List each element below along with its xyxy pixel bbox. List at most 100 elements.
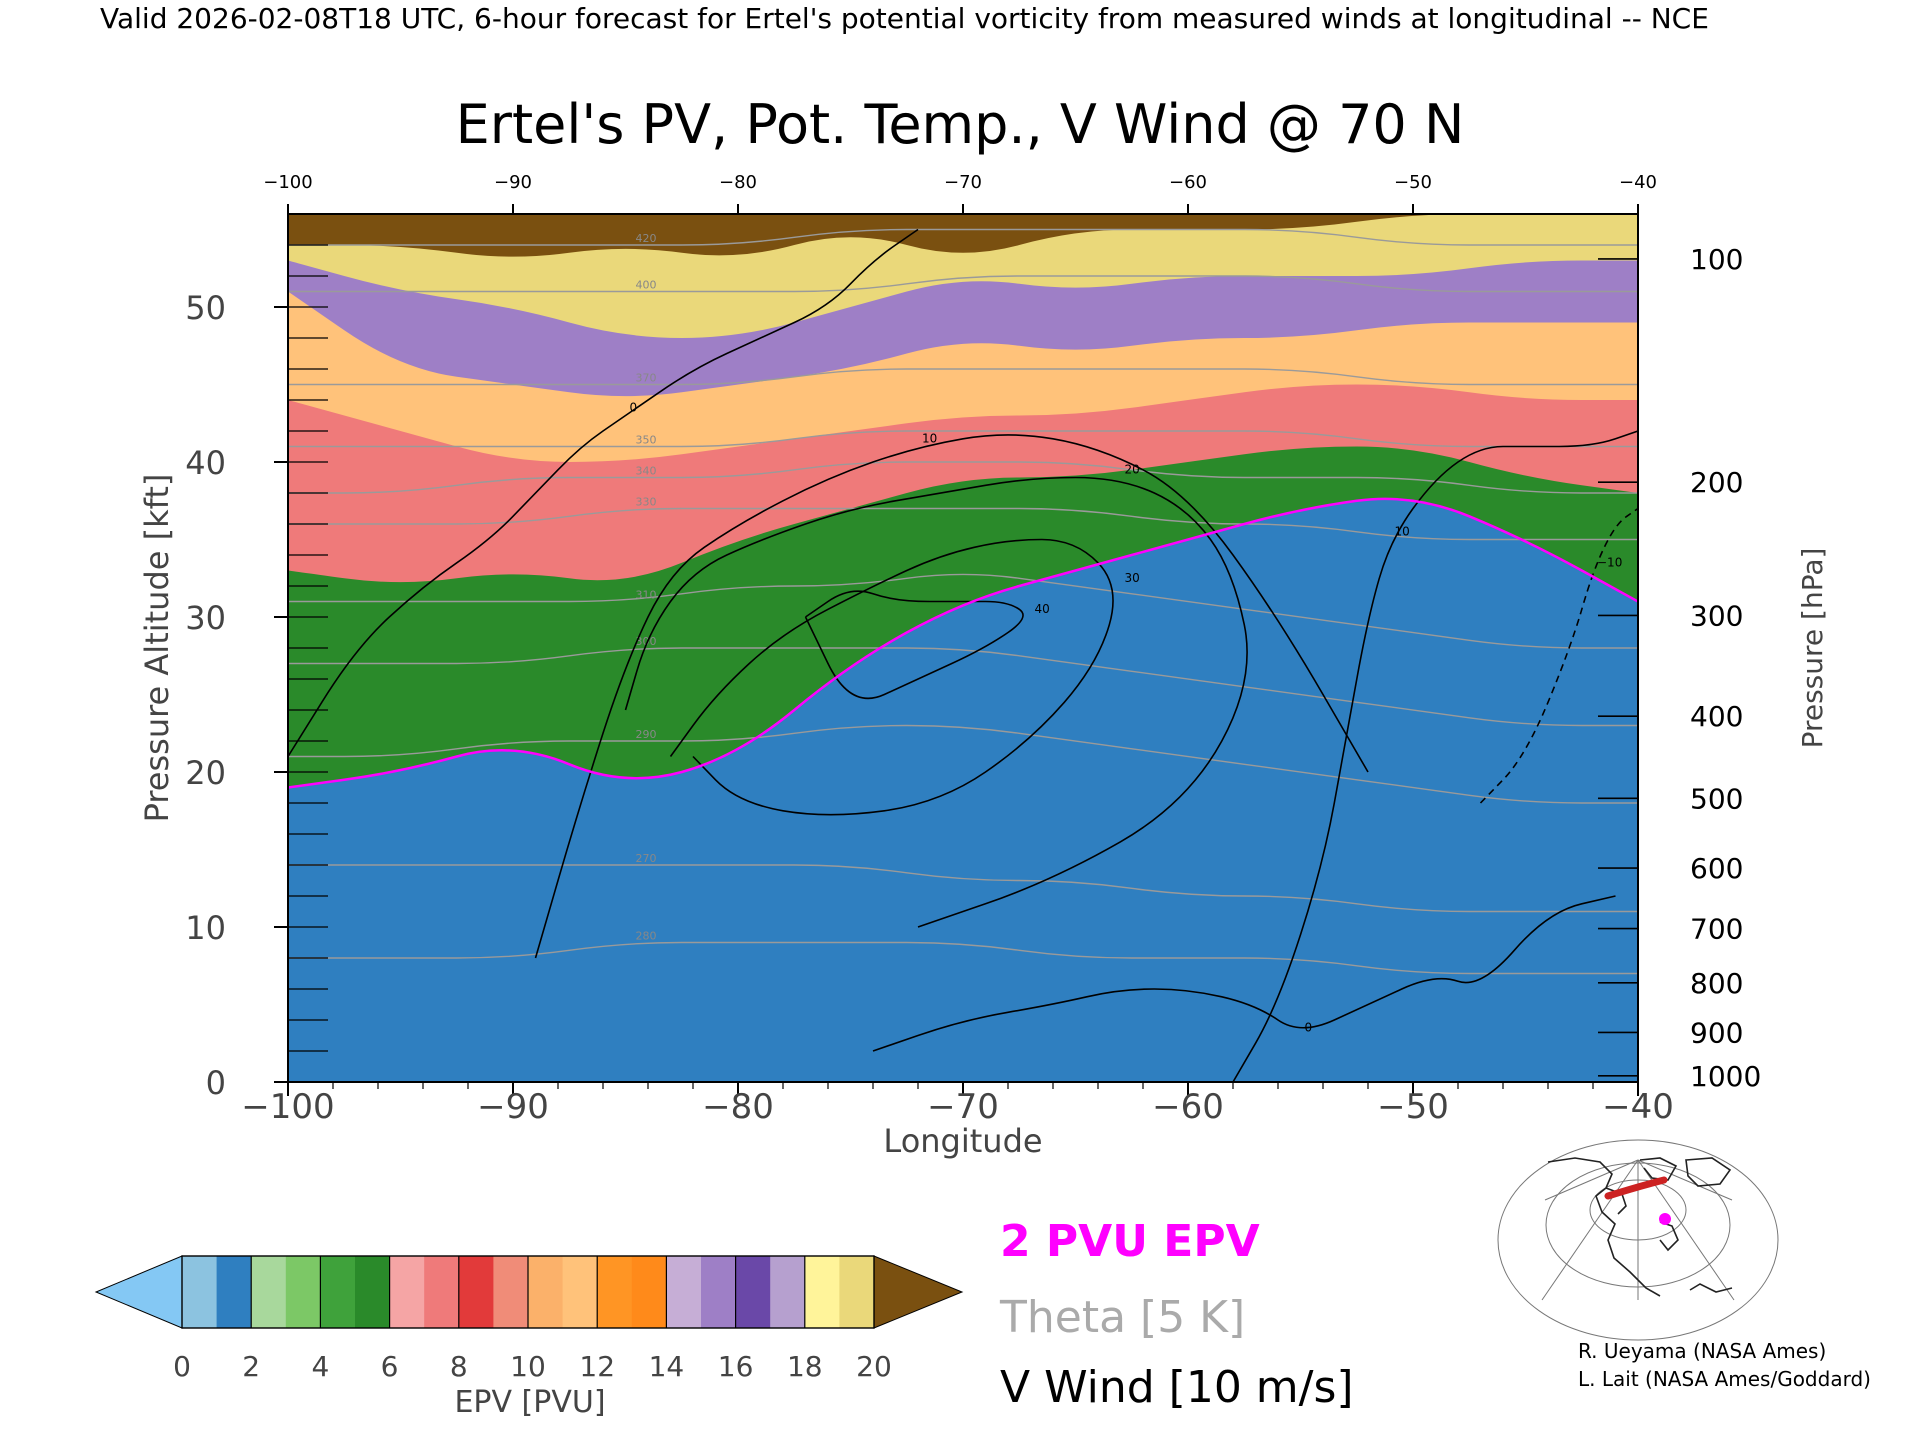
colorbar-above-arrow — [873, 1255, 964, 1329]
colorbar-tick-label: 20 — [856, 1350, 892, 1383]
wind-contour — [1232, 430, 1638, 1082]
x-tick-label: −90 — [477, 1087, 549, 1127]
credit-line-1: R. Ueyama (NASA Ames) — [1578, 1339, 1826, 1363]
y-tick-label: 0 — [206, 1064, 226, 1102]
wind-contour-label: 10 — [1395, 525, 1410, 539]
colorbar-tick-label: 10 — [510, 1350, 546, 1383]
wind-contour-label: 10 — [922, 432, 937, 446]
theta-contour — [288, 430, 1638, 448]
colorbar-tick-label: 16 — [718, 1350, 754, 1383]
wind-contour-label: 0 — [630, 401, 638, 415]
wind-contour-label: −10 — [1597, 556, 1622, 570]
colorbar-segment — [528, 1256, 564, 1328]
colorbar-tick-label: 0 — [173, 1350, 191, 1383]
colorbar-segment — [562, 1256, 598, 1328]
pressure-axis-label: Pressure [hPa] — [1796, 548, 1829, 749]
colorbar-tick-label: 8 — [450, 1350, 468, 1383]
x-tick-label: −50 — [1377, 1087, 1449, 1127]
colorbar-tick-label: 4 — [311, 1350, 329, 1383]
pressure-tick-label: 800 — [1690, 967, 1743, 1000]
theta-contour — [288, 461, 1638, 494]
y-axis-label: Pressure Altitude [kft] — [138, 474, 176, 823]
colorbar-segment — [631, 1256, 667, 1328]
theta-contour — [288, 724, 1638, 804]
theta-contour — [288, 647, 1638, 727]
y-tick-label: 10 — [185, 909, 226, 947]
colorbar-segment — [424, 1256, 460, 1328]
theta-contour — [288, 941, 1638, 975]
colorbar-segment — [770, 1256, 806, 1328]
colorbar-tick-label: 18 — [787, 1350, 823, 1383]
theta-contour-label: 330 — [636, 496, 657, 509]
x-top-tick-label: −60 — [1169, 172, 1207, 193]
colorbar-segment — [251, 1256, 287, 1328]
colorbar-segment — [597, 1256, 633, 1328]
y-tick-label: 30 — [185, 599, 226, 637]
colorbar-label: EPV [PVU] — [454, 1385, 605, 1420]
epv-colorbar: 0 2 4 6 8 10 12 14 16 18 20 — [94, 1255, 964, 1383]
wind-contour — [288, 228, 919, 757]
axis-layer: −100−100−90−90−80−80−70−70−60−60−50−50−4… — [185, 172, 1761, 1127]
map-location-dot — [1659, 1213, 1671, 1225]
colorbar-segment — [735, 1256, 771, 1328]
x-tick-label: −70 — [927, 1087, 999, 1127]
pressure-tick-label: 1000 — [1690, 1060, 1761, 1093]
epv-fill-layer — [288, 214, 1638, 1082]
wind-contour-layer: 0 10 20 30 40 10 0 −10 — [288, 228, 1638, 1082]
x-top-tick-label: −100 — [263, 172, 312, 193]
pressure-tick-label: 300 — [1690, 599, 1743, 632]
colorbar-segment — [285, 1256, 321, 1328]
pressure-tick-label: 900 — [1690, 1016, 1743, 1049]
x-top-tick-label: −70 — [944, 172, 982, 193]
colorbar-segment — [493, 1256, 529, 1328]
colorbar-segment — [804, 1256, 840, 1328]
theta-contour — [288, 275, 1638, 293]
legend-vwind: V Wind [10 m/s] — [1000, 1362, 1354, 1413]
wind-contour — [669, 538, 1114, 816]
pressure-tick-label: 400 — [1690, 700, 1743, 733]
theta-contour-label: 300 — [636, 635, 657, 648]
colorbar-segment — [182, 1256, 218, 1328]
colorbar-segment — [216, 1256, 252, 1328]
wind-contour — [804, 590, 1024, 700]
theta-contour-label: 270 — [636, 852, 657, 865]
colorbar-tick-label: 2 — [242, 1350, 260, 1383]
x-top-tick-label: −80 — [719, 172, 757, 193]
map-graticule-meridian — [1541, 1159, 1639, 1301]
theta-contour-label: 370 — [636, 372, 657, 385]
wind-contour-label: 30 — [1125, 571, 1140, 585]
colorbar-segment — [701, 1256, 737, 1328]
wind-contour — [624, 476, 1248, 928]
wind-contour-label: 0 — [1305, 1021, 1313, 1035]
colorbar-segment — [839, 1256, 875, 1328]
legend-theta: Theta [5 K] — [999, 1292, 1245, 1343]
colorbar-segment — [458, 1256, 494, 1328]
x-tick-label: −60 — [1152, 1087, 1224, 1127]
locator-map — [1497, 1139, 1779, 1341]
wind-contour-label: 40 — [1035, 602, 1050, 616]
pressure-tick-label: 100 — [1690, 243, 1743, 276]
chart-title: Ertel's PV, Pot. Temp., V Wind @ 70 N — [456, 93, 1465, 156]
map-coastline — [1547, 1157, 1733, 1297]
theta-contour-label: 400 — [636, 279, 657, 292]
colorbar-tick-label: 6 — [381, 1350, 399, 1383]
y-tick-label: 50 — [185, 289, 226, 327]
map-graticule-ring — [1497, 1139, 1779, 1341]
legend-pv2: 2 PVU EPV — [1000, 1216, 1260, 1267]
colorbar-segment — [666, 1256, 702, 1328]
theta-contour — [288, 864, 1638, 913]
colorbar-segment — [355, 1256, 391, 1328]
x-top-tick-label: −40 — [1619, 172, 1657, 193]
theta-contour-label: 350 — [636, 434, 657, 447]
theta-contour-label: 290 — [636, 728, 657, 741]
pressure-tick-label: 600 — [1690, 852, 1743, 885]
wind-contour — [872, 895, 1616, 1052]
x-tick-label: −40 — [1602, 1087, 1674, 1127]
y-tick-label: 20 — [185, 754, 226, 792]
colorbar-segment — [320, 1256, 356, 1328]
theta-contour-label: 340 — [636, 465, 657, 478]
pressure-tick-label: 500 — [1690, 782, 1743, 815]
